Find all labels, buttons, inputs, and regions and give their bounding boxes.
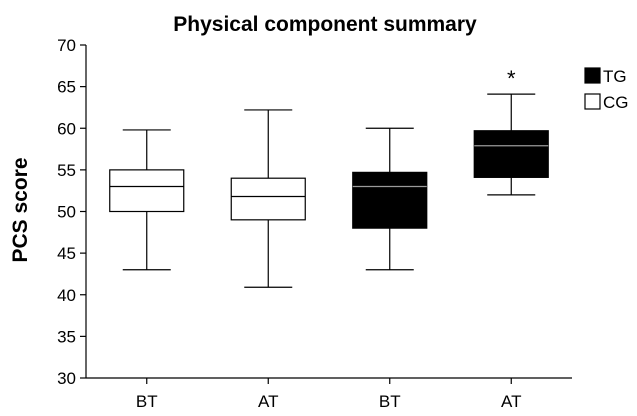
chart-title: Physical component summary <box>173 13 477 36</box>
x-tick-label: BT <box>136 392 158 411</box>
y-tick-label: 55 <box>57 161 76 180</box>
y-tick-label: 65 <box>57 78 76 97</box>
x-tick-label: AT <box>258 392 278 411</box>
legend-swatch-cg <box>584 93 601 110</box>
box-4 <box>473 93 549 196</box>
y-axis-label: PCS score <box>9 157 32 262</box>
x-tick-label: BT <box>379 392 401 411</box>
legend-label-tg: TG <box>603 67 627 86</box>
x-ticks: BT AT BT AT <box>136 378 521 411</box>
y-tick-label: 70 <box>57 36 76 55</box>
x-tick-label: AT <box>501 392 521 411</box>
boxes <box>109 93 549 288</box>
y-tick-label: 30 <box>57 369 76 388</box>
legend-label-cg: CG <box>603 93 629 112</box>
significance-marker: * <box>507 66 516 91</box>
y-tick-label: 45 <box>57 244 76 263</box>
legend-swatch-tg <box>584 67 601 84</box>
y-tick-label: 60 <box>57 119 76 138</box>
annotations: * <box>507 66 516 91</box>
y-ticks: 30 35 40 45 50 55 60 65 70 <box>57 36 86 388</box>
iqr-box <box>473 130 549 178</box>
iqr-box <box>230 177 306 221</box>
iqr-box <box>352 171 428 229</box>
legend: TG CG <box>584 67 629 112</box>
y-tick-label: 50 <box>57 203 76 222</box>
y-tick-label: 40 <box>57 286 76 305</box>
y-tick-label: 35 <box>57 327 76 346</box>
iqr-box <box>109 169 185 213</box>
box-3 <box>352 127 428 271</box>
box-1 <box>109 129 185 271</box>
box-2 <box>230 109 306 288</box>
